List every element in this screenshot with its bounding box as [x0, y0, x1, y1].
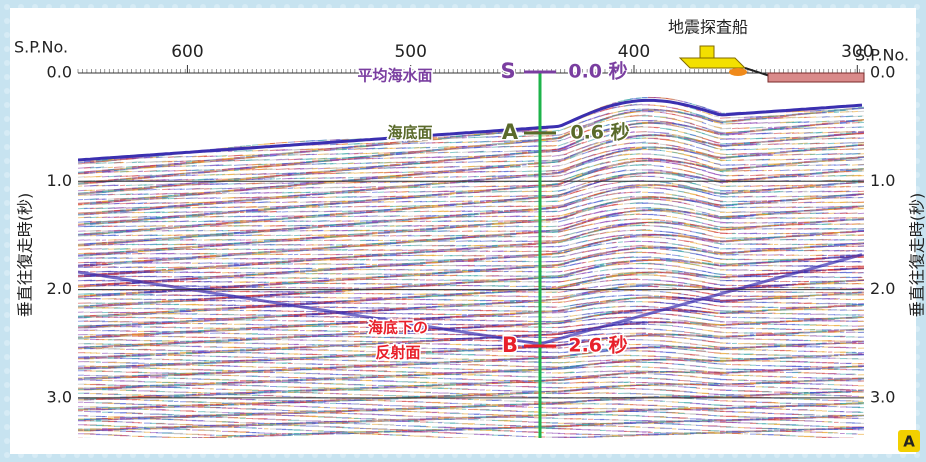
texture [624, 151, 628, 152]
texture [666, 136, 670, 137]
texture [630, 132, 635, 133]
seismic-section [78, 73, 874, 439]
texture [834, 172, 846, 173]
texture [672, 161, 676, 162]
texture [552, 141, 557, 142]
texture [666, 167, 670, 168]
figure: 600500400300S.P.No.S.P.No.0.00.01.01.02.… [0, 0, 926, 462]
texture [552, 149, 556, 150]
texture [660, 150, 665, 151]
texture [672, 130, 676, 131]
texture [672, 173, 677, 174]
texture [660, 136, 665, 137]
texture [714, 168, 718, 169]
texture [660, 106, 665, 107]
